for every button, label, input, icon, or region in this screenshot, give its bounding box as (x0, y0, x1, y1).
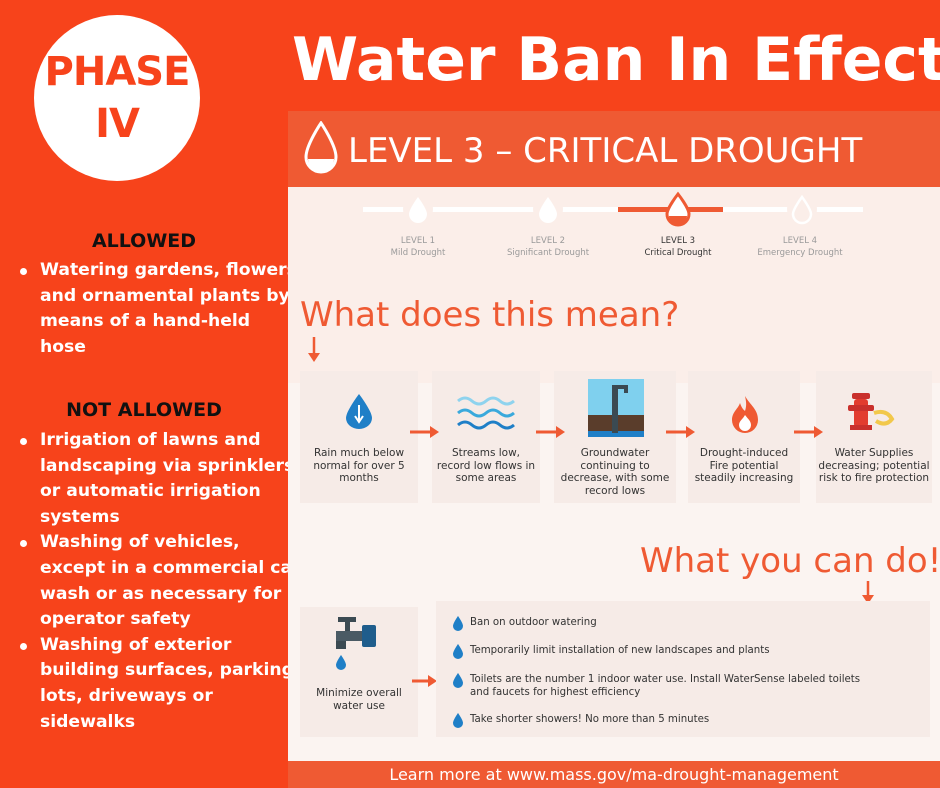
level-4-drop-icon (787, 194, 817, 225)
down-arrow-icon (862, 581, 874, 604)
right-arrow-icon (536, 426, 565, 438)
water-drop-icon (453, 644, 463, 659)
meaning-step-card (300, 371, 418, 503)
raindrop-icon (346, 394, 372, 429)
recommendation-item: Temporarily limit installation of new la… (470, 645, 770, 656)
infographic-footer (288, 761, 940, 788)
phase-badge: PHASE IV (34, 15, 200, 181)
recommendation-item: Ban on outdoor watering (470, 617, 597, 628)
recommendation-item: Toilets are the number 1 indoor water us… (470, 674, 861, 698)
phase-label: PHASE (44, 49, 191, 95)
groundwater-pipe-icon (588, 379, 644, 437)
allowed-heading: ALLOWED (91, 230, 197, 252)
meaning-step-card (432, 371, 540, 503)
right-arrow-icon (410, 426, 439, 438)
not-allowed-item: Washing of exterior building surfaces, p… (20, 633, 308, 735)
drought-infographic: LEVEL 3 – CRITICAL DROUGHT LEVEL 1 Mild D… (288, 111, 940, 788)
allowed-item: Watering gardens, flowers and ornamental… (20, 258, 300, 360)
level-4-label: LEVEL 4 Emergency Drought (757, 236, 843, 258)
faucet-icon (336, 617, 376, 670)
not-allowed-item: Washing of vehicles, except in a commerc… (20, 530, 308, 632)
level-2-drop-icon (533, 194, 563, 224)
right-arrow-icon (666, 426, 695, 438)
not-allowed-item: Irrigation of lawns and landscaping via … (20, 428, 308, 530)
not-allowed-heading: NOT ALLOWED (66, 399, 222, 421)
water-drop-icon (453, 713, 463, 728)
level-2-label: LEVEL 2 Significant Drought (506, 236, 590, 258)
meaning-step-text: Groundwater continuing to decrease, with… (560, 447, 670, 497)
level-header-title: LEVEL 3 – CRITICAL DROUGHT (348, 131, 863, 171)
meaning-step-text: Water Supplies decreasing; potential ris… (818, 447, 930, 484)
allowed-list: Watering gardens, flowers and ornamental… (0, 258, 300, 360)
not-allowed-list: Irrigation of lawns and landscaping via … (0, 428, 308, 735)
phase-number: IV (95, 101, 140, 147)
action-summary-card (300, 607, 418, 737)
fire-hydrant-icon (848, 393, 895, 430)
water-waves-icon (457, 396, 515, 430)
level-3-label: LEVEL 3 Critical Drought (644, 236, 712, 258)
down-arrow-icon (308, 337, 320, 362)
water-drop-icon (453, 616, 463, 631)
meaning-step-text: Rain much below normal for over 5 months (313, 447, 405, 484)
action-summary-text: Minimize overall water use (316, 687, 402, 712)
footer-link-text: Learn more at www.mass.gov/ma-drought-ma… (389, 765, 839, 784)
level-3-drop-icon (665, 191, 691, 227)
infographic-header (288, 111, 940, 187)
page-title: Water Ban In Effect (292, 25, 940, 95)
right-arrow-icon (412, 675, 437, 687)
right-arrow-icon (794, 426, 823, 438)
action-heading: What you can do! (640, 541, 940, 581)
meaning-step-card (816, 371, 932, 503)
levels-band (288, 187, 940, 383)
water-drop-icon (304, 121, 338, 174)
level-track (363, 207, 648, 212)
level-1-label: LEVEL 1 Mild Drought (390, 236, 446, 258)
meaning-heading: What does this mean? (300, 295, 680, 335)
meaning-step-card (688, 371, 800, 503)
meaning-step-text: Streams low, record low flows in some ar… (436, 447, 536, 484)
flame-icon (732, 396, 758, 433)
water-drop-icon (453, 673, 463, 688)
meaning-step-text: Drought-induced Fire potential steadily … (694, 447, 794, 484)
recommendation-item: Take shorter showers! No more than 5 min… (470, 714, 710, 725)
recommendations-panel (436, 601, 930, 737)
level-1-drop-icon (403, 194, 433, 224)
